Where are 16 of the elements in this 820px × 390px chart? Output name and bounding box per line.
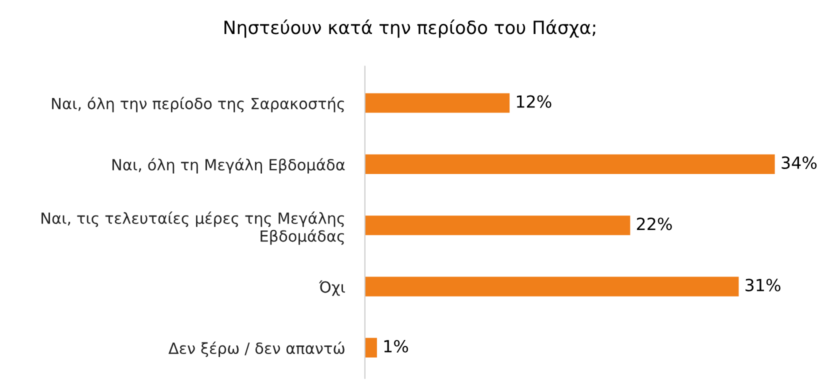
bar: [364, 93, 510, 113]
data-label: 31%: [746, 278, 780, 292]
y-tick-label: Ναι, όλη τη Μεγάλη Εβδομάδα: [112, 158, 345, 174]
bar: [364, 276, 739, 296]
y-tick-label: Όχι: [318, 280, 345, 296]
y-tick-label: Ναι, τις τελευταίες μέρες της Μεγάλης Εβδομάδας: [42, 212, 344, 245]
data-label: 22%: [636, 218, 672, 230]
bar: [364, 338, 377, 358]
y-tick-label: Ναι, όλη την περίοδο της Σαρακοστής: [52, 96, 344, 112]
data-label: 1%: [384, 340, 408, 353]
data-label: 12%: [516, 95, 552, 108]
bar: [364, 216, 630, 236]
chart-title: Νηστεύουν κατά την περίοδο του Πάσχα;: [224, 20, 596, 38]
data-label: 34%: [782, 156, 817, 170]
bar: [364, 154, 775, 174]
y-tick-label: Δεν ξέρω / δεν απαντώ: [168, 342, 344, 358]
